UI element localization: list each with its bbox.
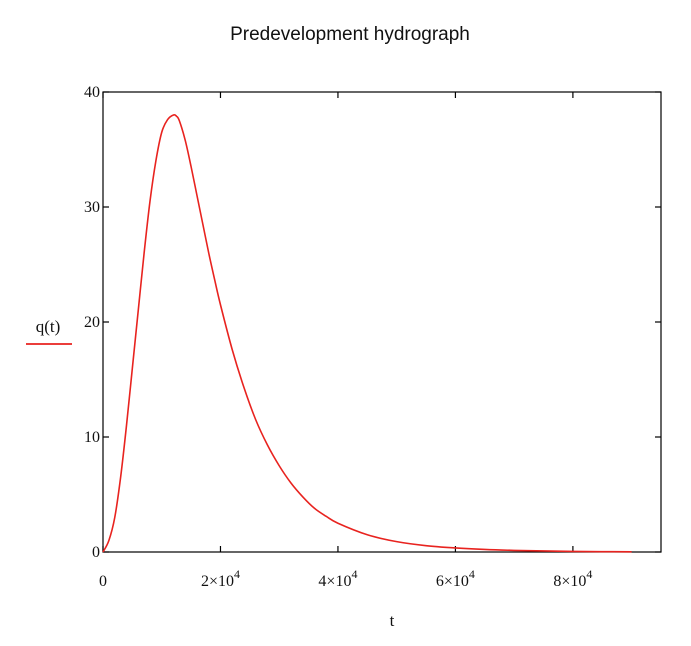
x-tick-exponent: 4 <box>586 567 592 581</box>
x-tick-exponent: 4 <box>469 567 475 581</box>
x-tick-label: 8×104 <box>553 567 592 590</box>
chart-title: Predevelopment hydrograph <box>230 24 470 45</box>
x-tick-label: 4×104 <box>318 567 357 590</box>
x-tick-mantissa: 8×10 <box>553 573 586 590</box>
x-tick-label: 6×104 <box>436 567 475 590</box>
y-tick-label: 30 <box>84 199 100 216</box>
x-axis: 0 2×104 4×104 6×104 8×104 <box>99 92 592 590</box>
x-tick-mantissa: 6×10 <box>436 573 469 590</box>
y-tick-label: 40 <box>84 84 100 101</box>
x-tick-mantissa: 2×10 <box>201 573 234 590</box>
x-tick-label: 2×104 <box>201 567 240 590</box>
x-tick-exponent: 4 <box>234 567 240 581</box>
legend-label: q(t) <box>36 317 61 336</box>
plot-area-frame <box>102 91 662 553</box>
x-tick-mantissa: 4×10 <box>318 573 351 590</box>
y-tick-label: 20 <box>84 314 100 331</box>
y-tick-label: 10 <box>84 429 100 446</box>
x-axis-label: t <box>390 611 395 630</box>
y-axis: 0 10 20 30 40 <box>84 84 661 561</box>
y-tick-label: 0 <box>92 544 100 561</box>
x-tick-label: 0 <box>99 573 107 590</box>
series-line-q <box>102 114 632 553</box>
x-tick-mantissa: 0 <box>99 573 107 590</box>
x-tick-exponent: 4 <box>351 567 357 581</box>
